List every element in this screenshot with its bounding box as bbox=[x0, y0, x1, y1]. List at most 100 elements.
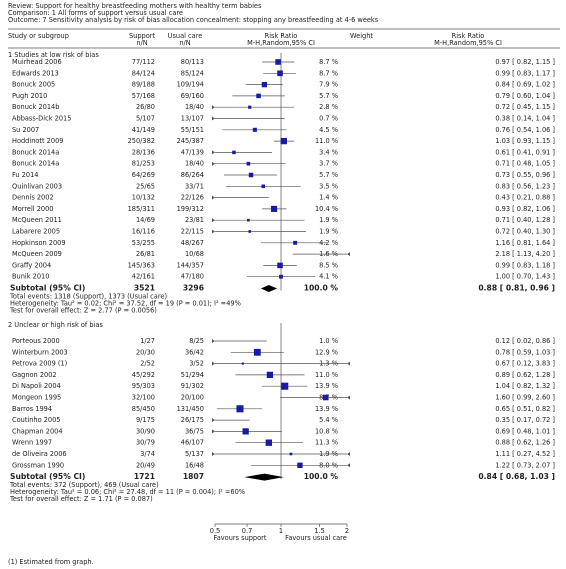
ci-arrow bbox=[212, 361, 215, 366]
x-tick-label: 0.5 bbox=[210, 527, 221, 535]
weight: 8.7 % bbox=[319, 58, 338, 66]
weight: 13.9 % bbox=[315, 405, 338, 413]
point-estimate bbox=[248, 230, 252, 233]
ci-arrow bbox=[212, 150, 215, 155]
support-n: 2/52 bbox=[140, 360, 155, 368]
ci-arrow bbox=[212, 229, 215, 234]
study-name: Di Napoli 2004 bbox=[12, 382, 61, 390]
x-tick-label: 1 bbox=[279, 527, 283, 535]
usual-n: 5/137 bbox=[185, 450, 204, 458]
ci-arrow bbox=[347, 361, 350, 366]
ci-arrow bbox=[212, 452, 215, 456]
usual-n: 47/139 bbox=[181, 148, 204, 156]
study-name: Chapman 2004 bbox=[12, 427, 63, 435]
study-name: Winterburn 2003 bbox=[12, 348, 68, 356]
usual-n: 55/151 bbox=[181, 126, 204, 134]
usual-n: 47/180 bbox=[181, 273, 204, 281]
study-name: Abbass-Dick 2015 bbox=[12, 115, 71, 123]
usual-n: 86/264 bbox=[181, 171, 204, 179]
usual-n: 85/124 bbox=[181, 69, 204, 77]
weight: 1.9 % bbox=[319, 228, 338, 236]
usual-n: 69/160 bbox=[181, 92, 204, 100]
study-name: Bonuck 2014b bbox=[12, 103, 59, 111]
study-name: Coutinho 2005 bbox=[12, 416, 61, 424]
study-name: Bonuck 2014a bbox=[12, 160, 59, 168]
ci-arrow bbox=[212, 161, 215, 166]
study-name: Bunik 2010 bbox=[12, 273, 49, 281]
point-estimate bbox=[277, 70, 283, 77]
ci-arrow bbox=[212, 195, 215, 200]
point-estimate bbox=[266, 371, 274, 379]
ci-arrow bbox=[212, 116, 215, 121]
usual-n: 23/81 bbox=[185, 216, 204, 224]
support-n: 89/188 bbox=[132, 81, 155, 89]
study-name: Barros 1994 bbox=[12, 405, 52, 413]
support-n: 84/124 bbox=[132, 69, 155, 77]
col-usual-sub: n/N bbox=[179, 39, 190, 47]
ci-label: 0.76 [ 0.54, 1.06 ] bbox=[495, 126, 555, 134]
support-n: 20/49 bbox=[136, 461, 155, 469]
support-n: 41/149 bbox=[132, 126, 155, 134]
weight: 0.7 % bbox=[319, 115, 338, 123]
weight: 13.9 % bbox=[315, 382, 338, 390]
point-estimate bbox=[280, 137, 287, 145]
ci-label: 1.03 [ 0.93, 1.15 ] bbox=[495, 137, 555, 145]
support-n: 30/90 bbox=[136, 427, 155, 435]
usual-n: 3/52 bbox=[189, 360, 204, 368]
study-name: Su 2007 bbox=[12, 126, 39, 134]
ci-label: 0.43 [ 0.21, 0.88 ] bbox=[495, 194, 555, 202]
col-study: Study or subgroup bbox=[8, 32, 69, 40]
col-weight: Weight bbox=[350, 32, 373, 40]
ci-arrow bbox=[212, 218, 215, 223]
support-n: 3/74 bbox=[140, 450, 155, 458]
usual-n: 199/312 bbox=[177, 205, 204, 213]
weight: 4.5 % bbox=[319, 126, 338, 134]
usual-n: 51/294 bbox=[181, 371, 204, 379]
usual-n: 36/42 bbox=[185, 348, 204, 356]
point-estimate bbox=[279, 274, 283, 279]
ci-label: 0.99 [ 0.83, 1.18 ] bbox=[495, 261, 555, 269]
support-n: 16/116 bbox=[132, 228, 155, 236]
ci-label: 0.88 [ 0.62, 1.26 ] bbox=[495, 439, 555, 447]
col-ci: Risk Ratio bbox=[452, 32, 485, 40]
ci-label: 0.79 [ 0.60, 1.04 ] bbox=[495, 92, 555, 100]
support-n: 145/363 bbox=[128, 261, 155, 269]
ci-label: 0.67 [ 0.12, 3.83 ] bbox=[495, 360, 555, 368]
point-estimate bbox=[241, 362, 244, 365]
ci-label: 0.65 [ 0.51, 0.82 ] bbox=[495, 405, 555, 413]
ci-label: 1.00 [ 0.70, 1.43 ] bbox=[495, 273, 555, 281]
ci-label: 0.61 [ 0.41, 0.91 ] bbox=[495, 148, 555, 156]
usual-n: 22/115 bbox=[181, 228, 204, 236]
point-estimate bbox=[242, 428, 249, 435]
ci-label: 0.99 [ 0.83, 1.17 ] bbox=[495, 69, 555, 77]
usual-n: 18/40 bbox=[185, 160, 204, 168]
study-name: Quinlivan 2003 bbox=[12, 182, 62, 190]
usual-n: 144/357 bbox=[177, 261, 204, 269]
point-estimate bbox=[248, 105, 252, 109]
col-plot-sub: M-H,Random,95% CI bbox=[247, 39, 315, 47]
subtotal-diamond bbox=[260, 285, 278, 292]
support-n: 14/69 bbox=[136, 216, 155, 224]
usual-n: 46/107 bbox=[181, 439, 204, 447]
weight: 5.4 % bbox=[319, 416, 338, 424]
ci-label: 0.78 [ 0.59, 1.03 ] bbox=[495, 348, 555, 356]
ci-label: 0.93 [ 0.82, 1.06 ] bbox=[495, 205, 555, 213]
ci-label: 0.72 [ 0.45, 1.15 ] bbox=[495, 103, 555, 111]
usual-n: 245/387 bbox=[177, 137, 204, 145]
ci-arrow bbox=[212, 418, 215, 423]
point-estimate bbox=[232, 150, 236, 155]
ci-label: 1.60 [ 0.99, 2.60 ] bbox=[495, 394, 555, 402]
group-title: 1 Studies at low risk of bias bbox=[8, 51, 99, 59]
ci-label: 1.04 [ 0.82, 1.32 ] bbox=[495, 382, 555, 390]
support-n: 1721 bbox=[134, 472, 155, 481]
usual-n: 36/75 bbox=[185, 427, 204, 435]
weight: 100.0 % bbox=[304, 472, 339, 481]
point-estimate bbox=[265, 439, 273, 446]
usual-n: 80/113 bbox=[181, 58, 204, 66]
ci-label: 1.11 [ 0.27, 4.52 ] bbox=[495, 450, 555, 458]
ci-label: 0.38 [ 0.14, 1.04 ] bbox=[495, 115, 555, 123]
study-name: Subtotal (95% CI) bbox=[10, 472, 85, 481]
weight: 3.5 % bbox=[319, 182, 338, 190]
